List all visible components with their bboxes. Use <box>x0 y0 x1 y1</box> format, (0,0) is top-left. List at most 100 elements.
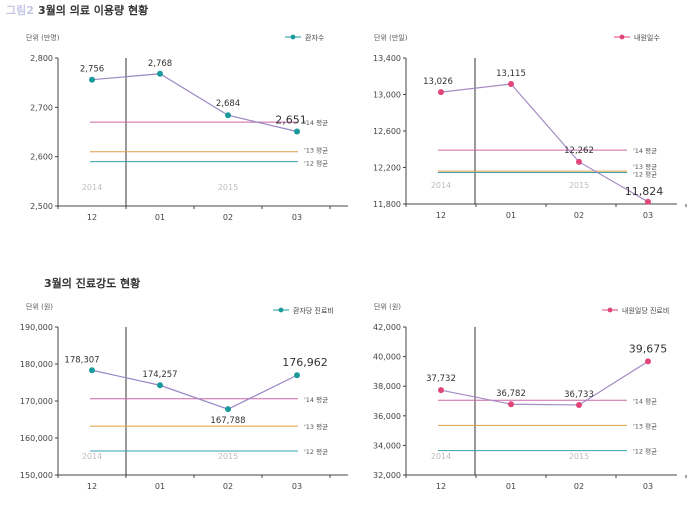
chart3-year-label: 2014 <box>82 452 102 461</box>
chart3-data-label: 174,257 <box>142 370 177 380</box>
chart2-data-point <box>438 89 444 96</box>
chart3-avg-label: '12 평균 <box>304 447 328 456</box>
chart2-data-point <box>508 81 514 88</box>
chart3-y-tick-label: 170,000 <box>20 397 53 406</box>
chart2-x-tick-label: 12 <box>436 211 446 220</box>
chart3-legend-marker <box>278 307 284 313</box>
chart3-data-point <box>89 367 95 374</box>
chart4-data-point <box>645 358 651 365</box>
chart1-y-tick-label: 2,800 <box>30 54 53 63</box>
chart1-data-point <box>294 128 300 135</box>
chart2-series-line <box>440 83 649 203</box>
section2-title: 3월의 진료강도 현황 <box>44 276 140 290</box>
chart4-x-tick-label: 03 <box>643 482 653 491</box>
chart2-year-label: 2015 <box>569 181 589 190</box>
chart4-legend-label: 내원일당 진료비 <box>622 306 669 315</box>
chart4-avg-label: '14 평균 <box>633 396 657 405</box>
chart2-year-label: 2014 <box>431 181 451 190</box>
chart1-data-point <box>157 70 163 77</box>
chart3-y-tick-label: 160,000 <box>20 434 53 443</box>
chart1-data-label: 2,756 <box>80 65 104 75</box>
chart1-avg-label: '13 평균 <box>304 146 328 155</box>
chart4-y-tick-label: 32,000 <box>373 471 401 480</box>
chart4-year-label: 2014 <box>431 452 451 461</box>
chart3-y-tick-label: 190,000 <box>20 323 53 332</box>
chart4-unit-label: 단위 (원) <box>374 302 401 311</box>
chart2-legend-label: 내원일수 <box>634 33 660 42</box>
chart1-data-label: 2,684 <box>216 99 240 109</box>
chart4-year-label: 2015 <box>569 452 589 461</box>
chart2-avg-label: '13 평균 <box>633 162 657 171</box>
chart2-data-label: 13,026 <box>423 77 453 87</box>
chart1-avg-label: '14 평균 <box>304 118 328 127</box>
chart4-data-label: 36,782 <box>496 389 526 399</box>
chart4-x-tick-label: 02 <box>574 482 584 491</box>
chart2-legend-marker <box>619 34 625 40</box>
chart2-y-tick-label: 13,000 <box>373 91 401 100</box>
chart2-avg-label: '14 평균 <box>633 146 657 155</box>
chart1-data-point <box>225 112 231 119</box>
chart4-data-point <box>438 387 444 394</box>
chart3-year-label: 2015 <box>218 452 238 461</box>
chart1-x-tick-label: 02 <box>223 213 233 222</box>
chart1-x-tick-label: 03 <box>292 213 302 222</box>
chart2-y-tick-label: 13,400 <box>373 54 401 63</box>
chart3-unit-label: 단위 (원) <box>26 302 53 311</box>
chart1-year-label: 2014 <box>82 183 102 192</box>
chart4-legend-marker <box>607 307 613 313</box>
chart1-legend-label: 환자수 <box>305 33 325 42</box>
chart3-avg-label: '14 평균 <box>304 395 328 404</box>
chart2-data-label: 13,115 <box>496 69 526 79</box>
chart3-x-tick-label: 12 <box>87 482 97 491</box>
chart4-data-label: 36,733 <box>564 390 594 400</box>
chart4-data-point <box>576 401 582 408</box>
chart3-y-tick-label: 180,000 <box>20 360 53 369</box>
chart3-x-tick-label: 01 <box>155 482 165 491</box>
figure-prefix: 그림2 <box>6 4 34 17</box>
chart1-legend-marker <box>290 34 296 40</box>
chart3-data-point <box>157 382 163 389</box>
chart4-x-tick-label: 01 <box>506 482 516 491</box>
chart4-x-tick-label: 12 <box>436 482 446 491</box>
chart4-y-tick-label: 34,000 <box>373 441 401 450</box>
chart3-legend-label: 환자당 진료비 <box>293 306 334 315</box>
chart1-data-label: 2,768 <box>148 59 172 69</box>
chart3-avg-label: '13 평균 <box>304 422 328 431</box>
chart3-series-line <box>91 369 298 410</box>
chart2-y-tick-label: 11,800 <box>373 200 401 209</box>
chart2-data-label: 11,824 <box>625 185 664 198</box>
chart2-y-tick-label: 12,200 <box>373 164 401 173</box>
chart1-y-tick-label: 2,600 <box>30 153 53 162</box>
chart2-avg-label: '12 평균 <box>633 170 657 179</box>
chart4-avg-label: '12 평균 <box>633 447 657 456</box>
chart1-series-line <box>91 73 298 133</box>
chart1-x-tick-label: 12 <box>87 213 97 222</box>
chart4-y-tick-label: 38,000 <box>373 382 401 391</box>
chart1-data-label: 2,651 <box>275 114 307 127</box>
chart4-data-label: 39,675 <box>629 342 668 355</box>
chart4-data-point <box>508 401 514 408</box>
chart3-data-label: 167,788 <box>210 416 245 426</box>
chart1-year-label: 2015 <box>218 183 238 192</box>
chart2-data-point <box>576 158 582 165</box>
chart1-data-point <box>89 76 95 83</box>
chart1-x-tick-label: 01 <box>155 213 165 222</box>
chart4-series-line <box>440 360 649 406</box>
chart4-y-tick-label: 36,000 <box>373 412 401 421</box>
chart4-data-label: 37,732 <box>426 374 456 384</box>
chart2-y-tick-label: 12,600 <box>373 127 401 136</box>
section1-title: 3월의 의료 이용량 현황 <box>38 3 148 17</box>
chart2-x-tick-label: 01 <box>506 211 516 220</box>
chart4-y-tick-label: 40,000 <box>373 353 401 362</box>
chart2-data-point <box>645 198 651 205</box>
chart3-data-point <box>225 406 231 413</box>
chart2-data-label: 12,262 <box>564 146 594 156</box>
chart3-x-tick-label: 02 <box>223 482 233 491</box>
chart3-x-tick-label: 03 <box>292 482 302 491</box>
chart1-avg-label: '12 평균 <box>304 159 328 168</box>
chart3-data-label: 176,962 <box>282 356 328 369</box>
chart2-x-tick-label: 02 <box>574 211 584 220</box>
chart3-data-label: 178,307 <box>64 355 99 365</box>
chart4-avg-label: '13 평균 <box>633 421 657 430</box>
